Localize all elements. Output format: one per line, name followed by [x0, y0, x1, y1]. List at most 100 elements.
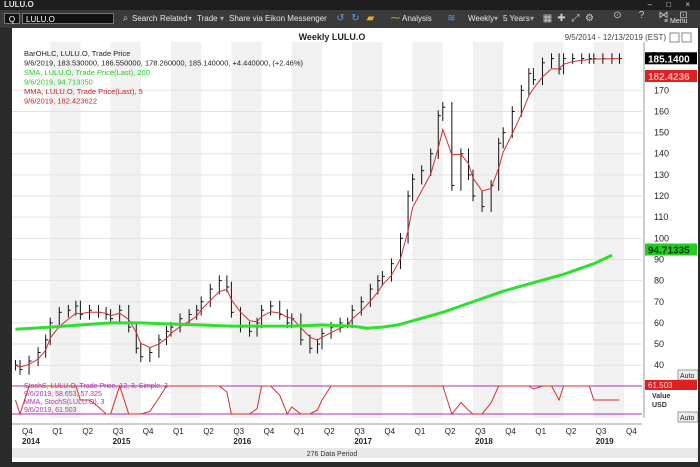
chart-title: Weekly LULU.O [299, 32, 366, 42]
quarter-tick-label: Q2 [445, 427, 456, 436]
value-axis-label: Value [652, 393, 670, 400]
quarter-tick-label: Q4 [626, 427, 637, 436]
range-select[interactable]: 5 Years [503, 14, 530, 23]
year-tick-label: 2018 [475, 437, 493, 446]
close-price-tag [645, 52, 697, 65]
legend-entry: SMA, LULU.O, Trade Price(Last), 200 [24, 68, 150, 77]
stoch-legend-entry: 9/6/2019, 61.503 [24, 407, 77, 414]
minimize-button[interactable]: – [647, 0, 659, 9]
quarter-tick-label: Q2 [566, 427, 577, 436]
scrollbar-track [12, 448, 698, 458]
stochastic-panel: StochS, LULU.O, Trade Price, 12, 3, Simp… [12, 383, 642, 416]
mma-price-tag-label: 182.4236 [648, 72, 690, 83]
legend-entry: 9/6/2019, 182.423622 [24, 97, 97, 106]
quarter-band [231, 42, 262, 418]
pin-icon[interactable]: ⊙ [613, 10, 622, 21]
price-chart-svg[interactable]: Weekly LULU.O 9/5/2014 - 12/13/2019 (EST… [12, 28, 699, 462]
date-range-label: 9/5/2014 - 12/13/2019 (EST) [565, 33, 667, 42]
stoch-tag [645, 380, 697, 390]
window-title: LULU.O [4, 0, 34, 9]
price-tick-label: 80 [654, 276, 664, 286]
quarter-tick-label: Q1 [52, 427, 63, 436]
quarter-band [110, 42, 141, 418]
quarter-band [473, 42, 504, 418]
trade-menu[interactable]: Trade [197, 14, 218, 23]
zoom-icon[interactable]: ⤢ [571, 13, 580, 24]
mma-price-tag [645, 70, 697, 83]
share-button[interactable]: Share via Eikon Messenger [229, 14, 327, 23]
year-tick-label: 2017 [354, 437, 372, 446]
window-titlebar: LULU.O – □ × [0, 0, 700, 10]
value-auto-label: Auto [680, 415, 695, 422]
price-tick-label: 120 [654, 191, 669, 201]
quarter-tick-label: Q1 [535, 427, 546, 436]
search-button[interactable]: Search [132, 14, 158, 23]
trade-chevron-icon: ▾ [220, 14, 225, 23]
ric-input[interactable]: LULU.O [22, 13, 114, 24]
range-chevron-icon: ▾ [530, 14, 535, 23]
calendar-icon[interactable]: ▦ [542, 13, 553, 24]
sma-price-tag-label: 94.71335 [648, 246, 690, 257]
price-tick-label: 140 [654, 149, 669, 159]
quarter-tick-label: Q1 [173, 427, 184, 436]
link-icon[interactable]: ⋈ [658, 10, 669, 21]
related-chevron-icon: ▾ [188, 14, 193, 23]
help-icon[interactable]: ? [638, 10, 645, 21]
legend-entry: BarOHLC, LULU.O, Trade Price [24, 49, 130, 58]
crosshair-icon[interactable]: ✚ [557, 13, 566, 24]
chart-type-icon[interactable]: ≋ [447, 13, 456, 24]
price-tick-label: 110 [654, 212, 668, 222]
value-axis-unit: USD [652, 402, 667, 409]
data-period-label: 276 Data Period [307, 451, 358, 458]
quarter-tick-label: Q1 [415, 427, 426, 436]
quarter-tick-label: Q2 [324, 427, 335, 436]
year-tick-label: 2014 [22, 437, 40, 446]
stoch-line [14, 384, 620, 416]
quarter-tick-label: Q4 [22, 427, 33, 436]
quarter-tick-label: Q2 [203, 427, 214, 436]
price-tick-label: 160 [654, 106, 669, 116]
close-panel-icon[interactable] [681, 32, 692, 43]
price-tick-label: 100 [654, 233, 669, 243]
quarter-band [352, 42, 383, 418]
quarter-band [533, 42, 564, 418]
gridlines [12, 89, 642, 366]
interval-select[interactable]: Weekly [468, 14, 495, 23]
analysis-icon: ⁓ [390, 13, 401, 24]
year-tick-label: 2019 [596, 437, 614, 446]
maximize-button[interactable]: □ [666, 0, 678, 9]
close-button[interactable]: × [685, 0, 696, 9]
redo-icon[interactable]: ↻ [351, 13, 360, 24]
quarter-tick-label: Q3 [233, 427, 244, 436]
folder-icon[interactable]: ▰ [366, 13, 375, 24]
price-tick-label: 150 [654, 128, 669, 138]
quarter-tick-label: Q3 [113, 427, 124, 436]
price-auto-label: Auto [680, 373, 695, 380]
quarter-band [412, 42, 443, 418]
stoch-tag-label: 61.503 [648, 381, 673, 390]
price-tick-label: 40 [654, 360, 664, 370]
quarter-band [593, 42, 624, 418]
chart-panel: Weekly LULU.O 9/5/2014 - 12/13/2019 (EST… [12, 28, 699, 462]
settings-icon[interactable]: ⚙ [585, 13, 594, 24]
menu-button[interactable]: ≡ Menu [664, 18, 688, 25]
undo-icon[interactable]: ↺ [336, 13, 345, 24]
analysis-menu[interactable]: Analysis [402, 14, 432, 23]
price-tick-label: 130 [654, 170, 669, 180]
price-legend: BarOHLC, LULU.O, Trade Price 9/6/2019, 18… [24, 49, 304, 106]
axes: Price40506070809010011012013014015016017… [12, 42, 699, 458]
close-price-tag-label: 185.1400 [648, 54, 690, 65]
lock-icon[interactable]: ⊡ [679, 10, 688, 21]
year-tick-label: 2015 [113, 437, 131, 446]
price-tick-label: 60 [654, 318, 664, 328]
quarter-tick-label: Q3 [596, 427, 607, 436]
expand-icon[interactable] [669, 32, 680, 43]
interval-chevron-icon: ▾ [494, 14, 499, 23]
price-tick-label: 90 [654, 254, 664, 264]
related-menu[interactable]: Related [160, 14, 188, 23]
year-tick-label: 2016 [233, 437, 251, 446]
quarter-band [291, 42, 322, 418]
legend-entry: MMA, LULU.O, Trade Price(Last), 5 [24, 87, 143, 96]
quote-type-select[interactable]: Q [4, 13, 20, 24]
quarter-band [50, 42, 81, 418]
